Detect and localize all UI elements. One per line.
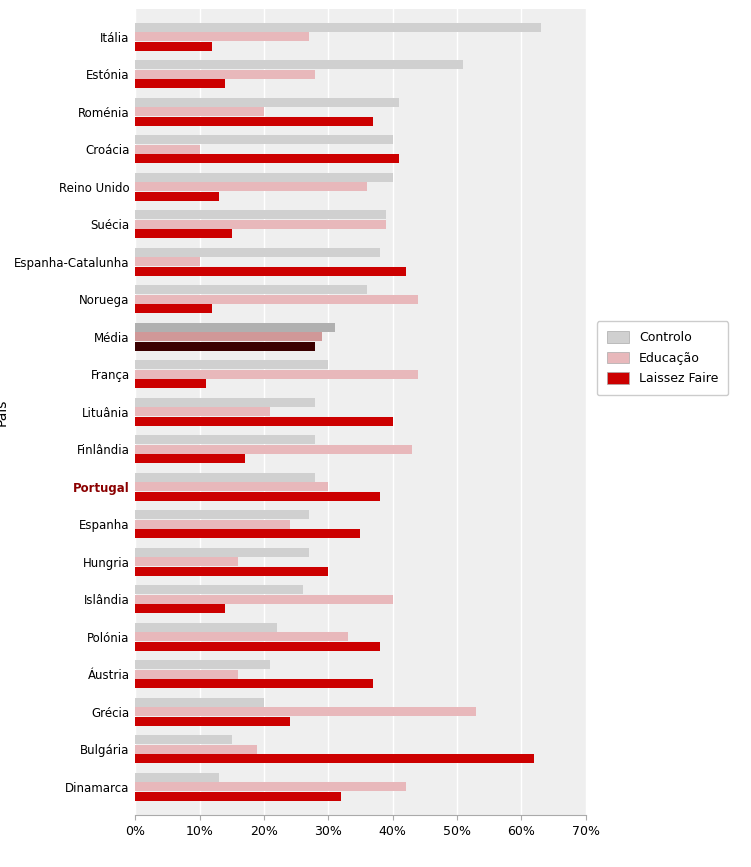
Bar [135,670,238,679]
Bar [135,32,309,42]
Bar [135,248,380,257]
Bar [135,557,238,566]
Bar [135,773,219,782]
Bar [135,323,335,332]
Bar [135,707,476,716]
Bar [135,98,399,107]
Bar [135,42,213,50]
Bar [135,529,360,538]
Bar [135,398,315,407]
Bar [135,182,367,192]
Bar [135,585,303,595]
Bar [135,229,232,238]
Bar [135,342,315,350]
Bar [135,792,341,801]
Bar [135,511,309,519]
Bar [135,332,322,342]
Bar [135,435,315,445]
Bar [135,632,348,642]
Bar [135,407,270,416]
Bar [135,267,406,276]
Bar [135,745,258,753]
Bar [135,623,277,632]
Bar [135,782,406,792]
Bar [135,192,219,200]
Bar [135,604,225,613]
Bar [135,417,393,426]
Bar [135,370,418,379]
Y-axis label: País: País [0,398,8,426]
Bar [135,661,270,669]
Bar [135,257,200,266]
Bar [135,454,245,463]
Bar [135,145,200,153]
Bar [135,379,206,388]
Bar [135,735,232,745]
Bar [135,108,264,116]
Bar [135,79,225,88]
Bar [135,295,418,303]
Bar [135,482,328,492]
Bar [135,304,213,313]
Bar [135,135,393,145]
Bar [135,595,393,603]
Bar [135,473,315,482]
Bar [135,211,386,219]
Bar [135,679,373,688]
Bar [135,754,534,763]
Bar [135,520,290,529]
Bar [135,70,315,79]
Bar [135,61,463,69]
Bar [135,117,373,126]
Bar [135,548,309,557]
Bar [135,154,399,163]
Bar [135,717,290,726]
Bar [135,567,328,576]
Bar [135,285,367,295]
Bar [135,698,264,707]
Bar [135,361,328,369]
Bar [135,173,393,182]
Bar [135,220,386,229]
Legend: Controlo, Educação, Laissez Faire: Controlo, Educação, Laissez Faire [596,322,728,395]
Bar [135,445,412,453]
Bar [135,642,380,651]
Bar [135,23,541,32]
Bar [135,492,380,501]
